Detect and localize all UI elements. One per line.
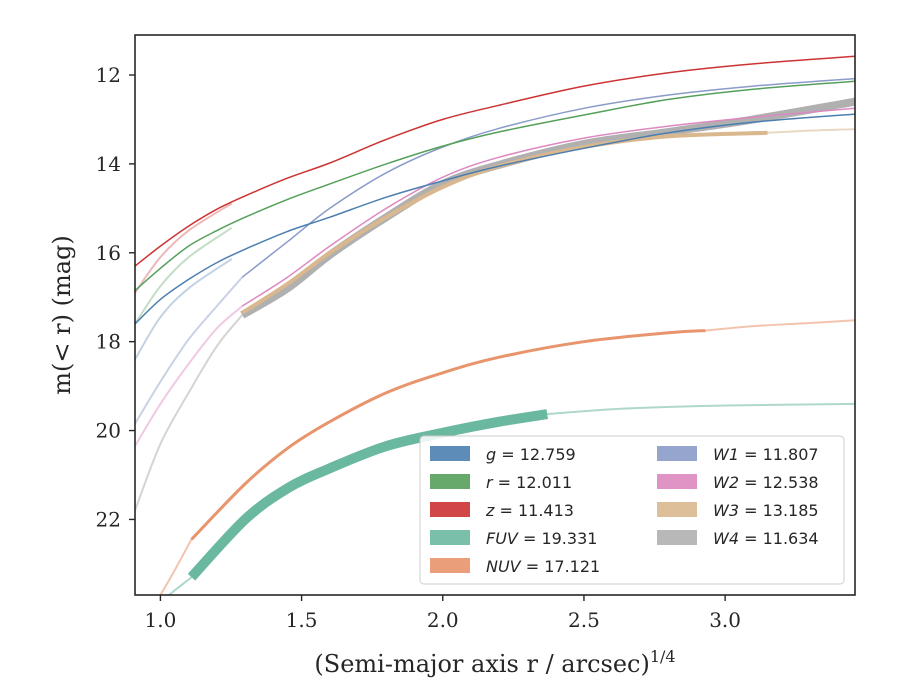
series-layer <box>135 55 855 595</box>
legend-swatch-nuv <box>430 558 470 573</box>
series-line-w2 <box>241 107 855 307</box>
legend-swatch-w1 <box>657 446 697 461</box>
x-axis-label: (Semi-major axis r / arcsec)1/4 <box>314 647 675 678</box>
x-tick-label: 3.0 <box>709 608 741 632</box>
x-tick-label: 2.0 <box>427 608 459 632</box>
series-line-g <box>135 113 855 325</box>
series-extension-fuv <box>546 402 855 416</box>
series-extension-nuv <box>159 538 193 595</box>
series-line-z <box>135 55 855 267</box>
y-tick-label: 22 <box>96 507 121 531</box>
series-extension-fuv <box>167 576 193 595</box>
series-line-r <box>135 80 855 292</box>
series-extension-r <box>135 227 232 325</box>
legend-label-w4: W4 = 11.634 <box>713 529 819 548</box>
series-extension-z <box>135 202 232 294</box>
series-line-w3 <box>241 130 768 315</box>
y-axis-ticks: 12 14 16 18 20 22 <box>96 63 135 531</box>
legend-label-nuv: NUV = 17.121 <box>486 557 600 576</box>
y-tick-label: 12 <box>96 63 121 87</box>
series-line-nuv <box>190 329 706 541</box>
x-tick-label: 1.0 <box>145 608 177 632</box>
y-axis-label: m(< r) (mag) <box>48 235 76 394</box>
series-extension-w3 <box>766 128 855 134</box>
series-extension-nuv <box>704 319 855 332</box>
y-tick-label: 16 <box>96 241 121 265</box>
series-extension-w1 <box>135 276 244 425</box>
x-axis-label-exponent: 1/4 <box>650 647 676 666</box>
legend-label-w1: W1 = 11.807 <box>713 445 819 464</box>
legend-box <box>419 435 845 585</box>
x-axis-label-text: (Semi-major axis r / arcsec) <box>314 650 649 678</box>
x-tick-label: 1.5 <box>286 608 318 632</box>
legend-swatch-w3 <box>657 502 697 517</box>
x-axis-ticks: 1.0 1.5 2.0 2.5 3.0 <box>145 595 741 632</box>
legend-label-w2: W2 = 12.538 <box>713 473 819 492</box>
legend: g = 12.759 r = 12.011 z = 11.413 FUV = 19.3… <box>419 435 845 585</box>
legend-swatch-fuv <box>430 530 470 545</box>
legend-label-g: g = 12.759 <box>486 445 576 464</box>
legend-label-z: z = 11.413 <box>485 501 574 520</box>
legend-swatch-r <box>430 474 470 489</box>
legend-swatch-z <box>430 502 470 517</box>
y-tick-label: 14 <box>96 152 121 176</box>
legend-label-w3: W3 = 13.185 <box>713 501 819 520</box>
series-extension-w2 <box>135 305 244 448</box>
legend-swatch-w2 <box>657 474 697 489</box>
legend-label-fuv: FUV = 19.331 <box>486 529 597 548</box>
legend-swatch-w4 <box>657 530 697 545</box>
legend-label-r: r = 12.011 <box>486 473 572 492</box>
series-line-w1 <box>241 77 855 278</box>
series-line-fuv <box>187 409 549 581</box>
plot-area <box>135 55 855 595</box>
x-tick-label: 2.5 <box>568 608 600 632</box>
legend-swatch-g <box>430 446 470 461</box>
y-tick-label: 20 <box>96 419 121 443</box>
plot-frame <box>134 34 856 596</box>
series-extension-w4 <box>135 314 244 512</box>
y-tick-label: 18 <box>96 330 121 354</box>
series-extension-g <box>135 258 232 361</box>
